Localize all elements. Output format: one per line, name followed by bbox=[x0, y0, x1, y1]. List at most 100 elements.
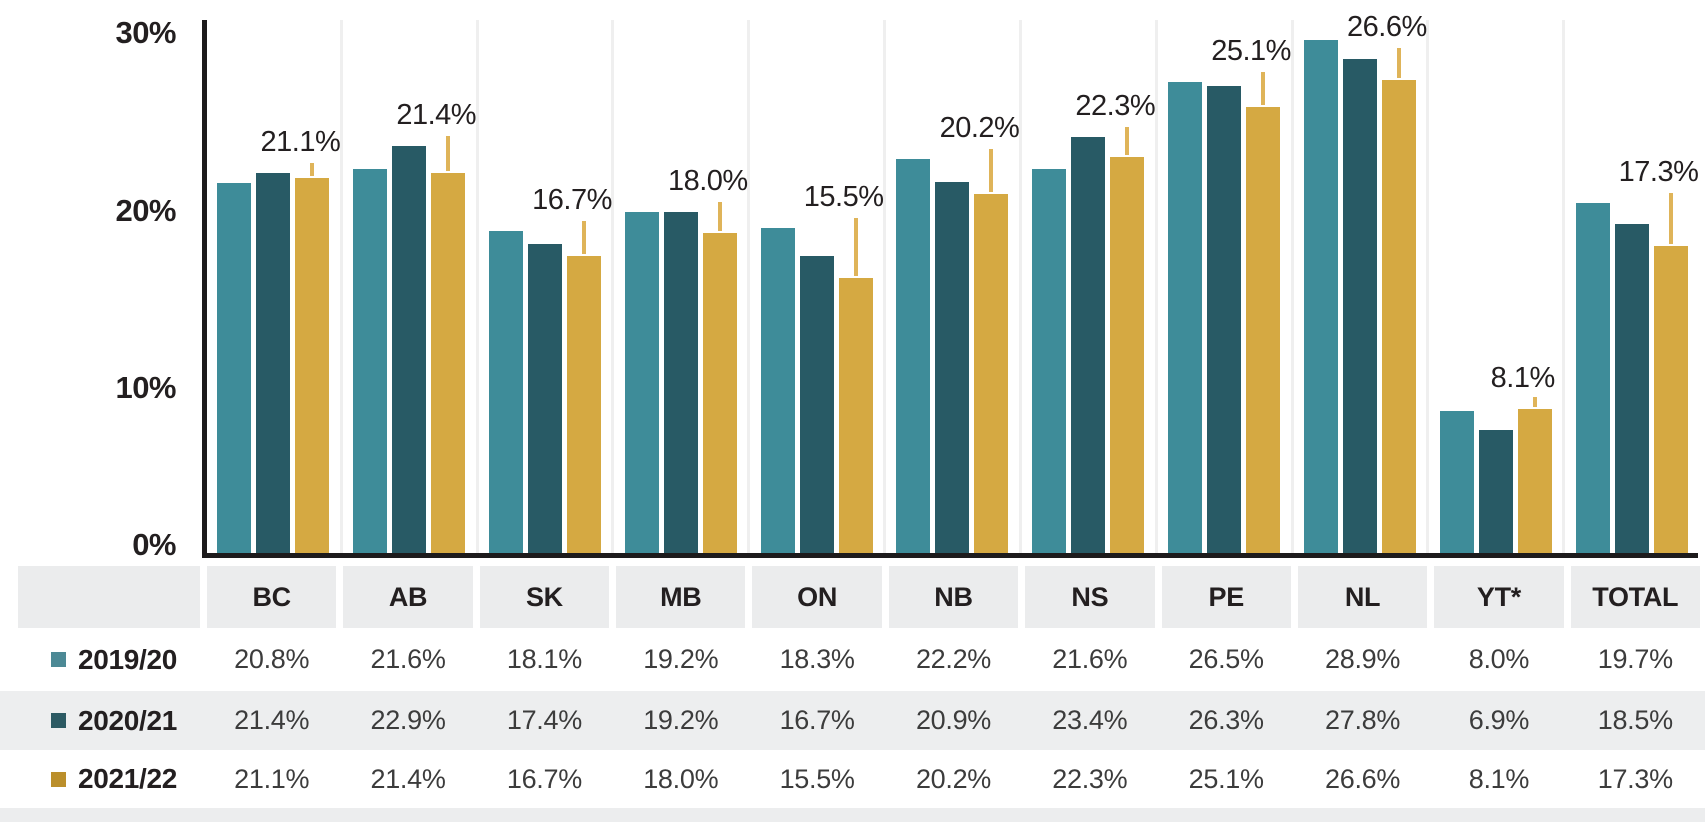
table-cell: 8.1% bbox=[1468, 763, 1530, 794]
legend-color-swatch bbox=[50, 771, 66, 787]
label-whisker bbox=[582, 221, 587, 255]
column-header-cell: TOTAL bbox=[1570, 566, 1700, 628]
table-cell: 20.2% bbox=[915, 763, 991, 794]
table-cell: 20.8% bbox=[234, 644, 310, 674]
table-cell: 28.9% bbox=[1325, 644, 1401, 674]
bar-value-label: 21.1% bbox=[260, 125, 341, 158]
bar-cluster bbox=[479, 20, 612, 553]
y-tick-label: 20% bbox=[115, 192, 176, 228]
bar-value-label: 25.1% bbox=[1211, 35, 1291, 68]
bar-cluster bbox=[614, 20, 747, 553]
label-whisker bbox=[1668, 193, 1673, 244]
bar-value-label: 18.0% bbox=[667, 164, 748, 197]
column-header-cell: SK bbox=[479, 566, 610, 628]
table-body: 2019/20 20.8% 21.6% 18.1% 19.2% 18.3% 22.2% 21.… bbox=[0, 628, 1705, 808]
bar-2020-21 bbox=[1207, 85, 1242, 553]
table-cell: 22.3% bbox=[1052, 763, 1128, 794]
table-cell: 16.7% bbox=[506, 763, 582, 794]
bar-group: 26.6% bbox=[1294, 11, 1430, 553]
bar-2020-21 bbox=[935, 181, 970, 553]
bar-group: 21.4% bbox=[343, 20, 479, 553]
bar-2021-22 bbox=[974, 194, 1009, 553]
table-cell: 25.1% bbox=[1188, 763, 1264, 794]
table-bottom-strip bbox=[0, 808, 1705, 822]
data-table: BC AB SK MB ON NB NS PE NL YT* TOTAL 2019/20 20.8% 2… bbox=[0, 566, 1705, 822]
table-cell: 22.2% bbox=[915, 644, 991, 674]
bar-2021-22 bbox=[838, 277, 873, 553]
table-cell: 15.5% bbox=[779, 763, 855, 794]
bar-2019-20 bbox=[1439, 410, 1474, 553]
table-cell: 27.8% bbox=[1325, 705, 1401, 735]
column-header-cell: NB bbox=[888, 566, 1019, 628]
table-cell: 19.2% bbox=[643, 644, 719, 674]
label-whisker bbox=[717, 201, 722, 232]
table-cell: 17.4% bbox=[506, 705, 582, 735]
y-tick-label: 0% bbox=[132, 527, 176, 562]
label-whisker bbox=[446, 136, 451, 171]
label-whisker bbox=[989, 148, 994, 193]
bar-2020-21 bbox=[256, 172, 291, 553]
table-cell: 19.2% bbox=[643, 705, 719, 735]
bar-cluster bbox=[343, 20, 476, 553]
bar-value-label: 26.6% bbox=[1347, 11, 1427, 43]
bar-2019-20 bbox=[489, 231, 524, 553]
bar-2021-22 bbox=[1517, 409, 1552, 553]
bar-cluster bbox=[750, 20, 883, 553]
table-cell: 26.6% bbox=[1325, 763, 1401, 794]
bar-group: 16.7% bbox=[479, 20, 615, 553]
legend-color-swatch bbox=[50, 713, 66, 728]
bar-value-label: 15.5% bbox=[803, 180, 884, 213]
bar-2020-21 bbox=[1614, 224, 1649, 553]
bar-cluster bbox=[1429, 20, 1562, 553]
column-header-cell: YT* bbox=[1434, 566, 1564, 628]
table-cell: 21.4% bbox=[234, 705, 310, 735]
bar-value-label: 20.2% bbox=[939, 111, 1020, 144]
label-whisker bbox=[1125, 127, 1130, 155]
table-cell: 18.1% bbox=[506, 644, 582, 674]
table-row: 2020/21 21.4% 22.9% 17.4% 19.2% 16.7% 20.9% 23.… bbox=[0, 691, 1705, 750]
table-cell: 21.6% bbox=[1052, 644, 1128, 674]
label-whisker bbox=[1396, 48, 1401, 79]
bar-group: 15.5% bbox=[750, 20, 887, 553]
legend-color-swatch bbox=[50, 652, 66, 667]
bar-2019-20 bbox=[1303, 39, 1338, 553]
bar-2019-20 bbox=[1032, 169, 1067, 553]
column-header-cell: NS bbox=[1025, 566, 1155, 628]
bar-2019-20 bbox=[896, 158, 931, 553]
table-cell: 18.3% bbox=[779, 644, 855, 674]
bar-group: 22.3% bbox=[1022, 20, 1158, 553]
y-tick-label: 10% bbox=[115, 370, 176, 406]
table-cell: 20.9% bbox=[915, 705, 991, 735]
bar-2019-20 bbox=[760, 227, 795, 553]
table-cell: 21.6% bbox=[370, 644, 446, 674]
table-cell: 21.4% bbox=[370, 763, 446, 794]
column-header-cell: BC bbox=[207, 566, 337, 628]
bar-group: 8.1% bbox=[1429, 20, 1566, 553]
column-header-cell: PE bbox=[1161, 566, 1291, 628]
bar-2019-20 bbox=[1575, 203, 1610, 553]
bar-2019-20 bbox=[1168, 82, 1203, 553]
row-label-cell: 2020/21 bbox=[18, 691, 200, 750]
bar-group: 17.3% bbox=[1565, 20, 1699, 553]
bar-2021-22 bbox=[1381, 80, 1416, 553]
bar-2021-22 bbox=[702, 233, 737, 553]
bar-2021-22 bbox=[431, 172, 466, 553]
table-cell: 21.1% bbox=[234, 763, 310, 794]
label-whisker bbox=[853, 217, 858, 276]
table-cell: 26.5% bbox=[1188, 644, 1264, 674]
bar-2021-22 bbox=[1246, 107, 1281, 553]
bar-2020-21 bbox=[799, 256, 834, 553]
column-header-cell: MB bbox=[616, 566, 746, 628]
row-label: 2021/22 bbox=[77, 763, 178, 794]
table-cell: 17.3% bbox=[1597, 763, 1673, 794]
bar-group: 25.1% bbox=[1158, 20, 1294, 553]
column-header-cell: NL bbox=[1297, 566, 1428, 628]
label-whisker bbox=[1532, 397, 1537, 408]
bar-group: 18.0% bbox=[614, 20, 751, 553]
bar-cluster bbox=[1022, 20, 1155, 553]
bar-2021-22 bbox=[295, 178, 330, 553]
y-tick-label: 30% bbox=[115, 15, 176, 50]
bar-2020-21 bbox=[1478, 430, 1513, 553]
column-header-spacer bbox=[18, 566, 200, 628]
bar-cluster bbox=[886, 20, 1019, 553]
